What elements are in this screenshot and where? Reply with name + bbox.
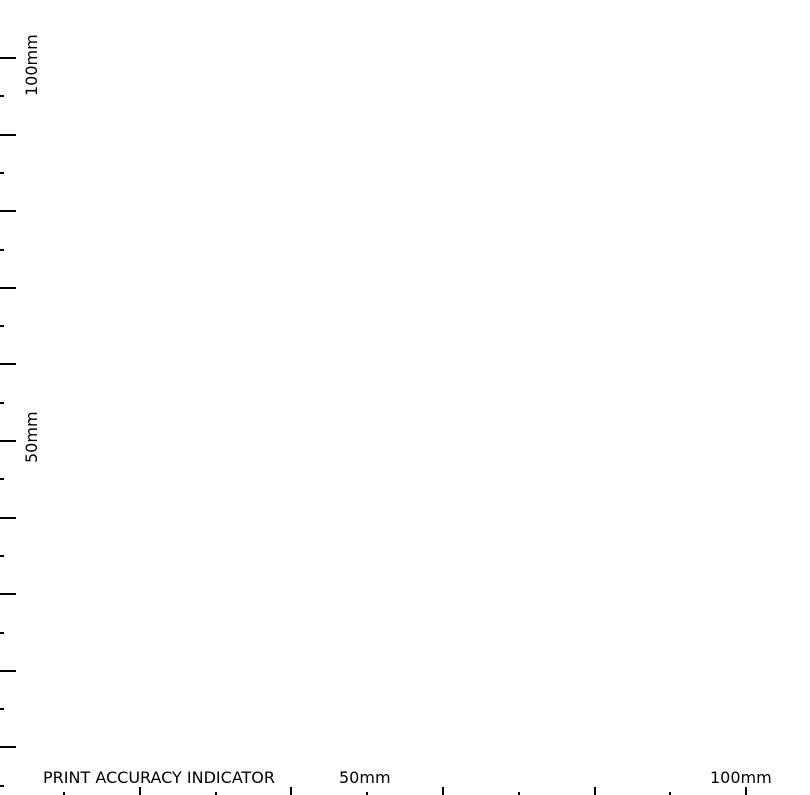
vertical-minor-tick xyxy=(0,478,4,480)
vertical-label-100mm: 100mm xyxy=(22,34,41,96)
vertical-major-tick xyxy=(0,134,16,136)
vertical-minor-tick xyxy=(0,249,4,251)
vertical-major-tick xyxy=(0,746,16,748)
horizontal-major-tick xyxy=(290,787,292,795)
vertical-minor-tick xyxy=(0,632,4,634)
vertical-minor-tick xyxy=(0,325,4,327)
horizontal-major-tick xyxy=(139,787,141,795)
horizontal-label-100mm: 100mm xyxy=(710,768,772,787)
print-accuracy-title: PRINT ACCURACY INDICATOR xyxy=(43,768,275,787)
vertical-minor-tick xyxy=(0,402,4,404)
vertical-minor-tick xyxy=(0,785,4,787)
vertical-major-tick xyxy=(0,363,16,365)
vertical-minor-tick xyxy=(0,95,4,97)
vertical-label-50mm: 50mm xyxy=(22,411,41,463)
vertical-major-tick xyxy=(0,210,16,212)
horizontal-minor-tick xyxy=(518,792,520,795)
horizontal-major-tick xyxy=(594,787,596,795)
vertical-major-tick xyxy=(0,440,16,442)
horizontal-minor-tick xyxy=(669,792,671,795)
vertical-major-tick xyxy=(0,517,16,519)
horizontal-minor-tick xyxy=(215,792,217,795)
horizontal-major-tick xyxy=(745,787,747,795)
horizontal-major-tick xyxy=(442,787,444,795)
vertical-major-tick xyxy=(0,670,16,672)
vertical-major-tick xyxy=(0,287,16,289)
vertical-minor-tick xyxy=(0,172,4,174)
horizontal-minor-tick xyxy=(63,792,65,795)
vertical-major-tick xyxy=(0,593,16,595)
vertical-minor-tick xyxy=(0,555,4,557)
horizontal-label-50mm: 50mm xyxy=(339,768,391,787)
horizontal-minor-tick xyxy=(366,792,368,795)
vertical-minor-tick xyxy=(0,708,4,710)
vertical-major-tick xyxy=(0,57,16,59)
